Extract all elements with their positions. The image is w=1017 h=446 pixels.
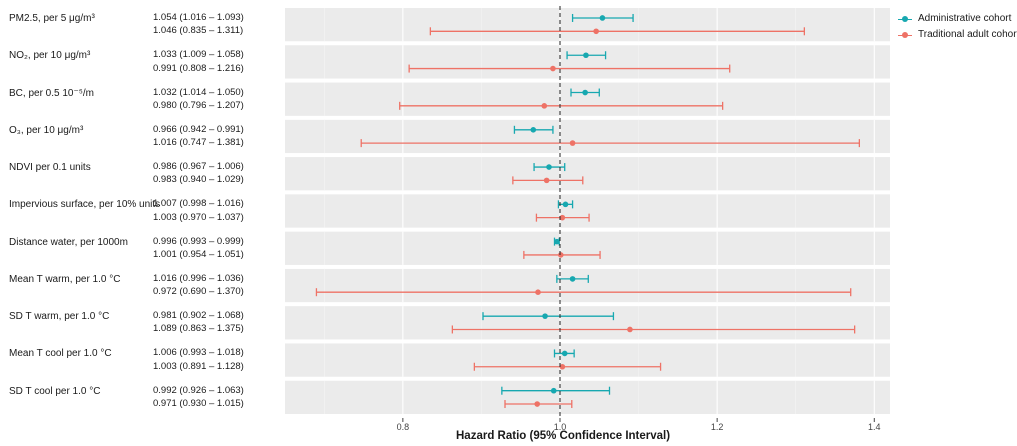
row-label-9: Mean T cool per 1.0 °C xyxy=(9,348,112,360)
point-0-0 xyxy=(599,15,606,21)
point-0-1 xyxy=(593,28,599,35)
row-panel-5 xyxy=(285,194,890,228)
estimate-text-2-0: 1.032 (1.014 – 1.050) xyxy=(153,86,244,98)
estimate-text-5-1: 1.003 (0.970 – 1.037) xyxy=(153,211,244,223)
estimate-text-0-1: 1.046 (0.835 – 1.311) xyxy=(153,25,244,37)
point-6-1 xyxy=(557,252,564,258)
row-label-4: NDVI per 0.1 units xyxy=(9,162,91,174)
row-panel-4 xyxy=(285,157,890,191)
legend: Administrative cohort Traditional adult … xyxy=(898,12,1017,44)
row-label-7: Mean T warm, per 1.0 °C xyxy=(9,273,121,285)
point-9-1 xyxy=(559,363,566,370)
legend-entry-traditional: Traditional adult cohort xyxy=(898,28,1017,44)
estimate-text-1-0: 1.033 (1.009 – 1.058) xyxy=(153,49,244,61)
row-panel-1 xyxy=(285,45,890,79)
estimate-text-6-0: 0.996 (0.993 – 0.999) xyxy=(153,235,244,247)
legend-entry-administrative: Administrative cohort xyxy=(898,12,1017,28)
estimate-text-1-1: 0.991 (0.808 – 1.216) xyxy=(153,62,244,74)
estimate-text-0-0: 1.054 (1.016 – 1.093) xyxy=(153,11,244,23)
estimate-text-3-0: 0.966 (0.942 – 0.991) xyxy=(153,123,244,135)
legend-label-traditional: Traditional adult cohort xyxy=(918,29,1017,40)
point-9-0 xyxy=(561,350,568,357)
row-panel-0 xyxy=(285,8,890,42)
row-label-5: Impervious surface, per 10% units xyxy=(9,199,161,211)
x-tick-label-0: 0.8 xyxy=(397,422,410,432)
point-10-0 xyxy=(550,387,557,394)
point-3-0 xyxy=(530,127,537,133)
legend-dot-administrative xyxy=(902,16,908,22)
row-label-1: NO₂, per 10 μg/m³ xyxy=(9,50,91,62)
row-label-8: SD T warm, per 1.0 °C xyxy=(9,311,110,323)
point-1-0 xyxy=(583,52,589,59)
point-4-1 xyxy=(543,177,550,184)
point-5-0 xyxy=(562,201,569,208)
estimate-text-4-1: 0.983 (0.940 – 1.029) xyxy=(153,174,244,186)
estimate-text-10-1: 0.971 (0.930 – 1.015) xyxy=(153,398,244,410)
x-tick-label-1: 1.0 xyxy=(554,422,567,432)
point-5-1 xyxy=(559,214,566,221)
point-10-1 xyxy=(534,401,541,407)
point-8-0 xyxy=(542,313,548,319)
estimate-text-3-1: 1.016 (0.747 – 1.381) xyxy=(153,137,244,149)
row-panel-10 xyxy=(285,380,890,414)
row-panel-8 xyxy=(285,306,890,340)
estimate-text-8-1: 1.089 (0.863 – 1.375) xyxy=(153,323,244,335)
point-3-1 xyxy=(569,140,576,146)
point-6-0 xyxy=(554,238,560,245)
row-label-2: BC, per 0.5 10⁻⁵/m xyxy=(9,87,95,99)
estimate-text-8-0: 0.981 (0.902 – 1.068) xyxy=(153,310,244,322)
legend-dot-traditional xyxy=(902,32,908,38)
point-2-0 xyxy=(582,89,588,96)
estimate-text-4-0: 0.986 (0.967 – 1.006) xyxy=(153,161,244,173)
estimate-text-7-0: 1.016 (0.996 – 1.036) xyxy=(153,272,244,284)
estimate-text-7-1: 0.972 (0.690 – 1.370) xyxy=(153,286,244,298)
row-panel-6 xyxy=(285,231,890,265)
point-8-1 xyxy=(627,326,633,333)
x-tick-label-3: 1.4 xyxy=(868,422,881,432)
estimate-text-9-0: 1.006 (0.993 – 1.018) xyxy=(153,347,244,359)
row-panel-7 xyxy=(285,268,890,303)
estimate-text-10-0: 0.992 (0.926 – 1.063) xyxy=(153,384,244,396)
legend-label-administrative: Administrative cohort xyxy=(918,13,1012,24)
point-7-1 xyxy=(535,289,541,296)
point-2-1 xyxy=(541,103,548,109)
row-panel-2 xyxy=(285,82,890,116)
point-1-1 xyxy=(550,65,556,72)
point-4-0 xyxy=(546,164,552,170)
x-tick-label-2: 1.2 xyxy=(711,422,724,432)
estimate-text-2-1: 0.980 (0.796 – 1.207) xyxy=(153,99,244,111)
estimate-text-6-1: 1.001 (0.954 – 1.051) xyxy=(153,248,244,260)
row-label-0: PM2.5, per 5 μg/m³ xyxy=(9,13,95,24)
row-label-10: SD T cool per 1.0 °C xyxy=(9,385,101,397)
x-axis-title: Hazard Ratio (95% Confidence Interval) xyxy=(456,430,671,442)
row-label-3: O₃, per 10 μg/m³ xyxy=(9,124,84,136)
estimate-text-5-0: 1.007 (0.998 – 1.016) xyxy=(153,198,244,210)
estimate-text-9-1: 1.003 (0.891 – 1.128) xyxy=(153,360,244,372)
row-label-6: Distance water, per 1000m xyxy=(9,236,128,248)
point-7-0 xyxy=(569,276,576,282)
row-panel-9 xyxy=(285,343,890,377)
row-panel-3 xyxy=(285,119,890,154)
